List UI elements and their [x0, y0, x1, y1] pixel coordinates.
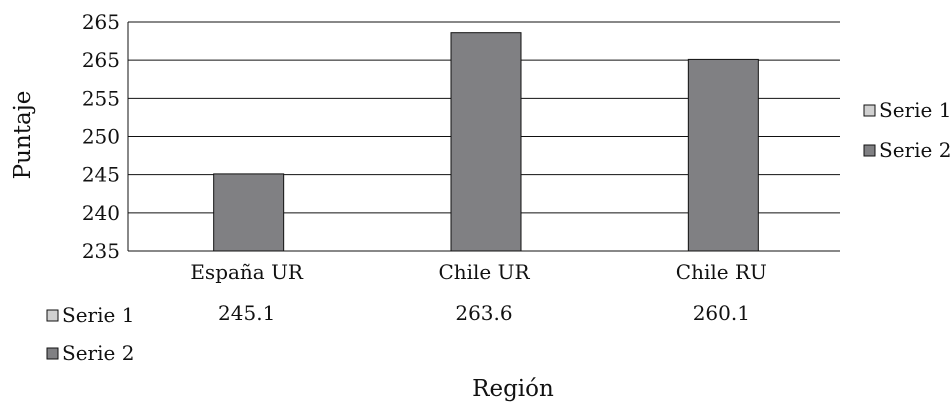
- y-tick-label: 265: [82, 48, 120, 72]
- x-axis-label: Región: [472, 376, 554, 402]
- bar: [213, 173, 285, 252]
- y-tick-label: 235: [82, 239, 120, 263]
- legend-swatch: [863, 104, 876, 117]
- y-axis-label: Puntaje: [10, 91, 36, 180]
- bar: [450, 32, 522, 252]
- table-cell: 260.1: [693, 301, 750, 325]
- x-tick-label: Chile RU: [676, 260, 767, 284]
- x-tick-label: Chile UR: [438, 260, 530, 284]
- legend-swatch: [863, 144, 876, 157]
- table-cell: 263.6: [455, 301, 512, 325]
- y-tick-label: 240: [82, 201, 120, 225]
- y-tick-label: 245: [82, 163, 120, 187]
- bar: [687, 58, 759, 252]
- legend-label: Serie 2: [879, 138, 951, 162]
- y-tick-label: 250: [82, 125, 120, 149]
- table-cell: 245.1: [218, 301, 275, 325]
- table-swatch: [46, 347, 59, 360]
- x-tick-label: España UR: [190, 260, 304, 284]
- legend-label: Serie 1: [879, 98, 951, 122]
- y-tick-label: 265: [82, 10, 120, 34]
- table-row-label: Serie 2: [62, 341, 134, 365]
- table-swatch: [46, 309, 59, 322]
- table-row-label: Serie 1: [62, 303, 134, 327]
- y-tick-label: 255: [82, 86, 120, 110]
